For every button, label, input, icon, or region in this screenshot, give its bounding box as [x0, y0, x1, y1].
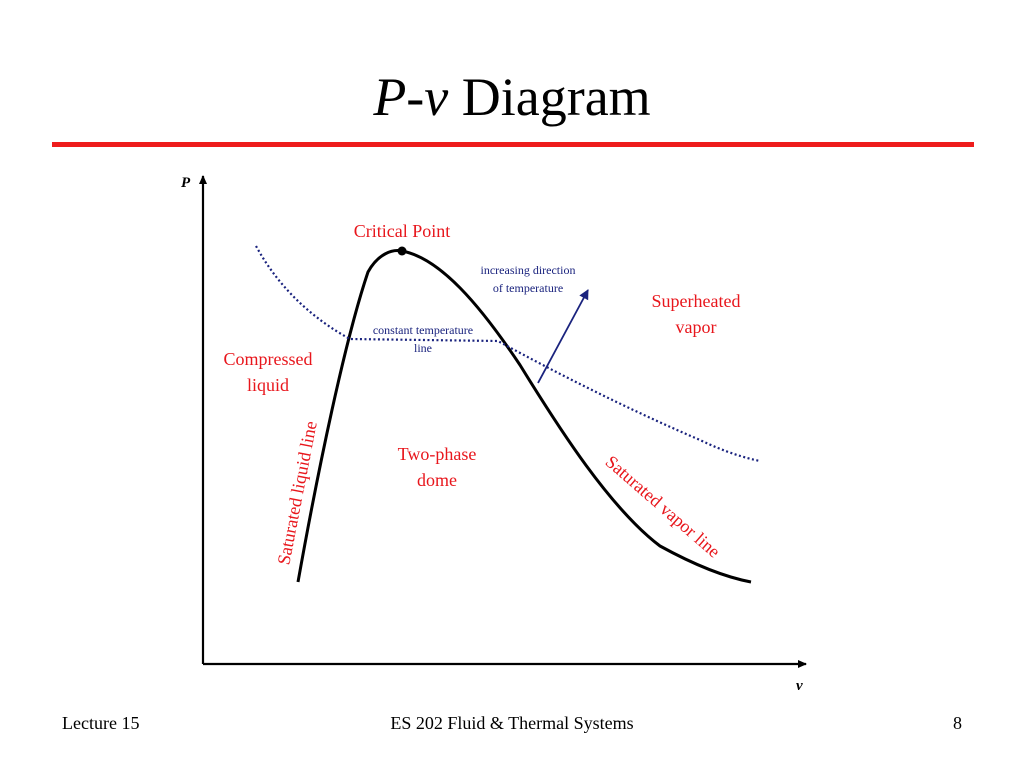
footer-page-number: 8 — [953, 713, 962, 733]
constant-temperature-line — [255, 245, 761, 463]
constant-temperature-label-2: line — [414, 341, 432, 355]
saturated-liquid-curve — [296, 249, 403, 583]
two-phase-dome-label-2: dome — [417, 470, 457, 490]
critical-point-marker — [397, 246, 407, 256]
compressed-liquid-label-2: liquid — [247, 375, 289, 395]
title-divider — [52, 142, 974, 147]
superheated-label-1: Superheated — [652, 291, 741, 311]
v-axis-label: v — [796, 678, 803, 694]
p-axis-label: P — [181, 175, 191, 191]
increasing-direction-label-2: of temperature — [493, 281, 563, 295]
footer-lecture: Lecture 15 — [62, 713, 140, 733]
constant-temperature-label-1: constant temperature — [373, 323, 473, 337]
slide-title-italic: P-v — [373, 67, 449, 127]
footer-course: ES 202 Fluid & Thermal Systems — [390, 713, 634, 733]
saturated-vapor-curve — [401, 249, 752, 584]
compressed-liquid-label-1: Compressed — [224, 349, 313, 369]
increasing-temperature-arrow — [537, 289, 589, 384]
two-phase-dome-label-1: Two-phase — [398, 444, 477, 464]
increasing-direction-label-1: increasing direction — [481, 263, 576, 277]
critical-point-label: Critical Point — [354, 221, 451, 241]
slide-title-rest: Diagram — [448, 67, 651, 127]
slide-title: P-v Diagram — [0, 62, 1024, 132]
superheated-label-2: vapor — [676, 317, 717, 337]
